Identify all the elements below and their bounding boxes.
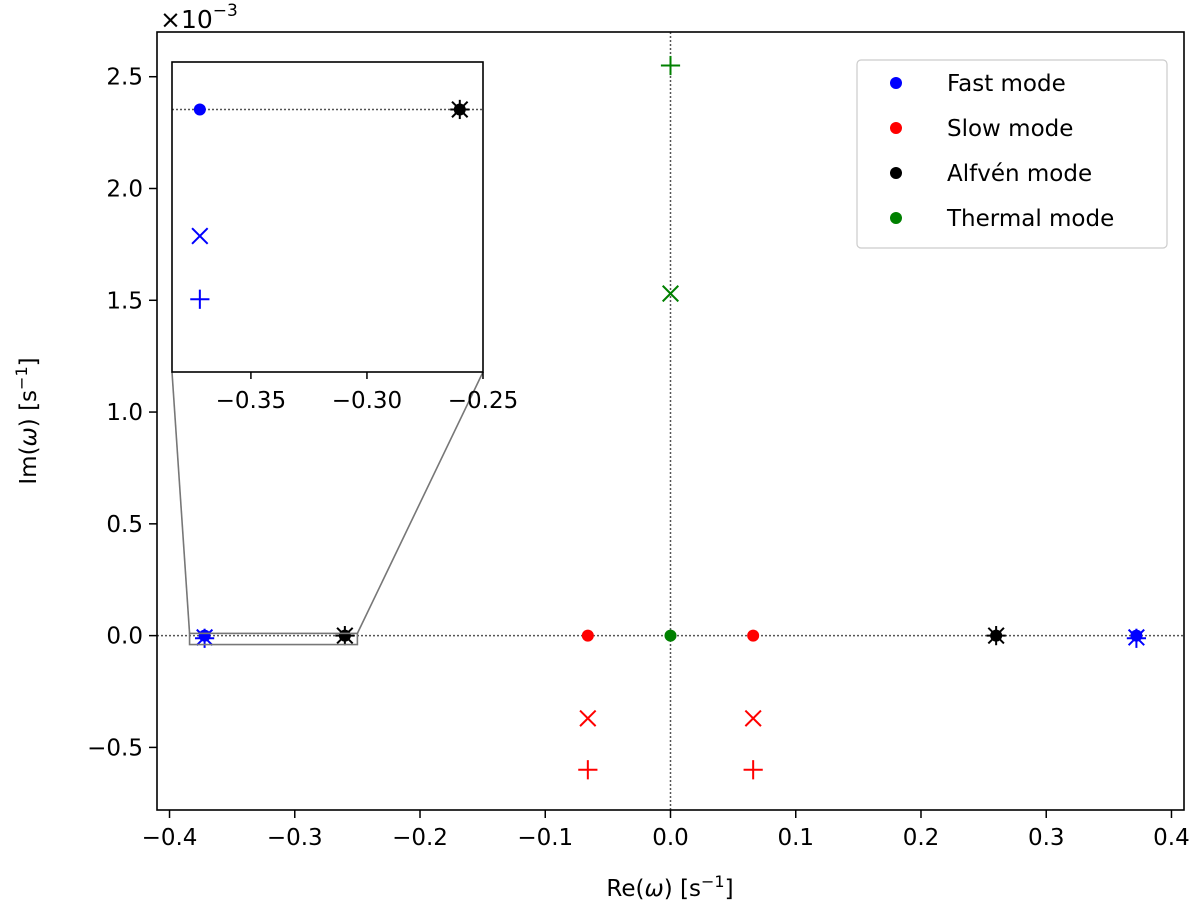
alfv-n-modeplus-point — [986, 626, 1006, 646]
legend-marker — [890, 77, 902, 89]
inset-axes: −0.35 −0.30 −0.25 — [171, 61, 518, 414]
inset-plus-point — [450, 99, 470, 120]
thermal-modecircle-point — [664, 629, 677, 642]
alfv-n-modeplus-point — [335, 626, 355, 646]
y-tick-label: 2.0 — [106, 176, 143, 202]
y-tick-label: 0.0 — [106, 624, 143, 650]
y-tick-label: 1.5 — [106, 288, 143, 314]
y-tick-label: −0.5 — [87, 735, 143, 761]
y-tick-label: 1.0 — [106, 400, 143, 426]
inset-points — [190, 99, 470, 309]
fast-modeplus-point — [1126, 628, 1147, 648]
zoom-connector-right — [356, 371, 484, 634]
x-tick-label: −0.4 — [142, 825, 198, 851]
x-axis-label: Re(ω) [s−1] — [606, 872, 733, 902]
legend-marker — [890, 122, 902, 134]
thermal-modeplus-point — [660, 55, 681, 76]
y-axis-ticks: −0.5 0.0 0.5 1.0 1.5 2.0 2.5 — [87, 65, 157, 761]
y-tick-label: 2.5 — [106, 65, 143, 91]
legend-label: Fast mode — [947, 71, 1066, 97]
inset-cross-point — [191, 227, 209, 245]
inset-zoom-connectors — [171, 371, 484, 646]
slow-modecircle-point — [581, 629, 594, 642]
x-axis-ticks: −0.4 −0.3 −0.2 −0.1 0.0 0.1 0.2 0.3 0.4 — [142, 810, 1190, 851]
zoom-connector-left — [171, 371, 191, 634]
slow-modecross-point — [744, 709, 762, 727]
slow-modeplus-point — [743, 760, 763, 780]
x-tick-label: 0.1 — [777, 825, 814, 851]
inset-circle-point — [193, 103, 206, 116]
inset-x-tick-label: −0.25 — [448, 388, 518, 414]
y-tick-label: 0.5 — [106, 512, 143, 538]
zoom-region-box — [188, 632, 359, 646]
x-tick-label: 0.2 — [903, 825, 940, 851]
inset-plus-point — [190, 289, 210, 309]
inset-frame — [171, 61, 484, 373]
x-tick-label: 0.3 — [1028, 825, 1065, 851]
legend: Fast mode Slow mode Alfvén mode Thermal mod… — [856, 59, 1168, 249]
x-tick-label: −0.1 — [517, 825, 573, 851]
slow-modeplus-point — [578, 760, 598, 780]
legend-marker — [890, 212, 902, 224]
legend-box — [856, 59, 1168, 249]
inset-background — [172, 62, 483, 372]
legend-label: Thermal mode — [946, 206, 1114, 232]
x-tick-label: 0.4 — [1153, 825, 1190, 851]
x-tick-label: −0.2 — [392, 825, 448, 851]
legend-label: Alfvén mode — [947, 161, 1092, 187]
y-axis-label: Im(ω) [s−1] — [12, 357, 42, 484]
x-tick-label: 0.0 — [652, 825, 689, 851]
x-tick-label: −0.3 — [267, 825, 323, 851]
legend-marker — [890, 167, 902, 179]
legend-label: Slow mode — [947, 116, 1073, 142]
inset-x-tick-label: −0.30 — [332, 388, 402, 414]
slow-modecircle-point — [747, 629, 760, 642]
thermal-modecross-point — [661, 285, 680, 303]
slow-modecross-point — [579, 709, 597, 727]
inset-x-axis-ticks: −0.35 −0.30 −0.25 — [216, 372, 518, 414]
y-offset-label: ×10−3 — [160, 1, 238, 34]
inset-x-tick-label: −0.35 — [216, 388, 286, 414]
